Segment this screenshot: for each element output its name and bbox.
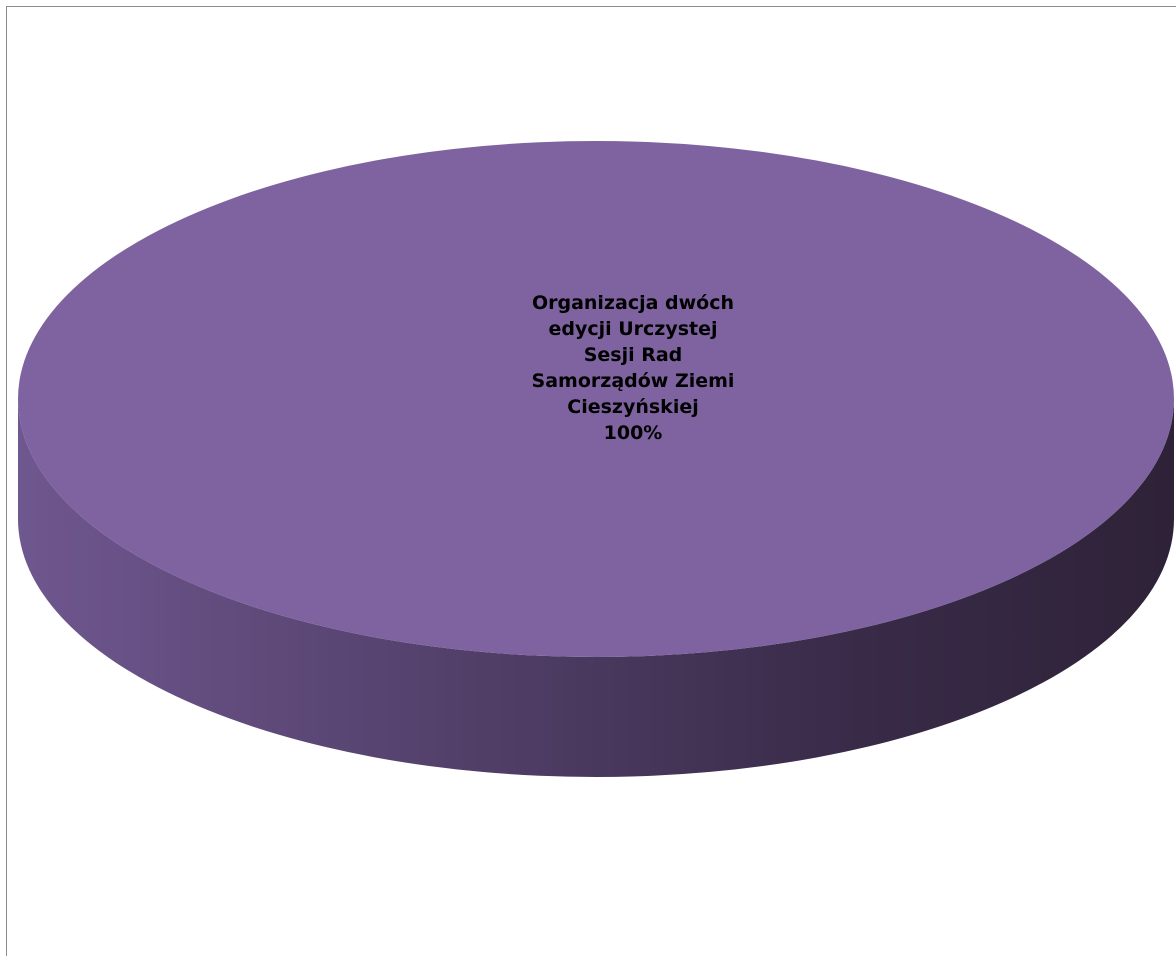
data-label-line: Organizacja dwóch [532, 292, 734, 314]
data-label-line: 100% [604, 422, 663, 444]
pie-slice [18, 141, 1174, 657]
data-label-line: Sesji Rad [584, 344, 683, 366]
pie-slice-side [18, 399, 1174, 777]
data-label: Organizacja dwóch edycji Urczystej Sesji R… [532, 292, 735, 444]
data-label-line: Cieszyńskiej [567, 396, 698, 418]
pie-chart: Organizacja dwóch edycji Urczystej Sesji R… [18, 141, 1174, 777]
data-label-line: Samorządów Ziemi [532, 370, 735, 392]
chart-area: Organizacja dwóch edycji Urczystej Sesji R… [6, 6, 1176, 956]
data-label-line: edycji Urczystej [548, 318, 717, 340]
